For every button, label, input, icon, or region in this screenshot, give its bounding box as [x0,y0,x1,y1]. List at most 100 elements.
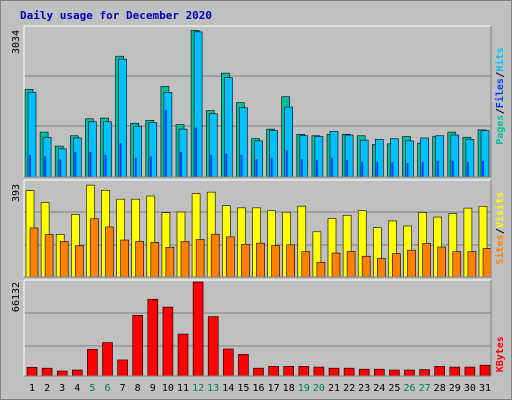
bar-files-31 [482,160,484,177]
bar-files-1 [29,154,31,177]
bar-sites-8 [135,241,144,278]
x-tick-label: 21 [328,383,340,394]
bar-kbytes-28 [434,366,446,377]
bar-kbytes-31 [479,364,491,377]
panel-bg-3 [24,280,491,376]
x-tick-label: 24 [373,383,385,394]
bar-kbytes-19 [298,366,310,377]
bar-sites-5 [90,218,99,278]
bar-files-26 [406,163,409,177]
x-tick-label: 2 [44,383,50,394]
bar-sites-4 [75,245,84,278]
bar-sites-3 [59,241,69,278]
bar-sites-14 [226,236,235,278]
legend-pages: Pages [495,115,506,145]
legend-visits: Visits [494,192,506,228]
bar-kbytes-30 [464,366,476,377]
bar-kbytes-4 [72,369,83,377]
bar-kbytes-26 [404,369,415,377]
bar-kbytes-21 [328,367,340,377]
bar-sites-22 [346,251,356,278]
bar-files-27 [421,162,424,177]
bar-files-14 [225,153,228,177]
bar-kbytes-10 [162,306,174,377]
x-tick-label: 11 [177,383,189,394]
legend-files: Files [494,78,506,108]
bar-kbytes-18 [283,366,295,377]
bar-kbytes-5 [87,348,98,377]
x-tick-label: 6 [104,383,110,394]
x-tick-label: 31 [479,383,491,394]
bar-files-29 [451,160,454,177]
bar-kbytes-17 [268,366,279,377]
x-tick-label: 23 [358,383,370,394]
bar-kbytes-22 [343,367,355,377]
y-tick-label: 3034 [11,30,22,54]
x-tick-label: 13 [207,383,219,394]
legend: Sites/Visits [494,192,506,265]
x-tick-label: 17 [268,383,280,394]
x-tick-label: 7 [120,383,126,394]
bar-sites-16 [256,242,265,278]
bar-sites-10 [165,246,175,278]
x-tick-label: 16 [252,383,264,394]
legend: KBytes [495,336,506,372]
bar-kbytes-16 [253,367,264,377]
bar-kbytes-25 [389,369,400,377]
bar-files-6 [104,154,107,177]
bar-sites-29 [452,251,462,278]
x-tick-label: 25 [388,383,400,394]
legend-hits: Hits [494,48,506,72]
bar-files-4 [74,151,77,177]
legend-sites: Sites [494,234,506,264]
bar-kbytes-29 [449,366,461,377]
bar-kbytes-1 [26,367,38,377]
x-tick-label: 14 [222,383,234,394]
bar-files-28 [436,160,439,177]
bar-sites-12 [195,239,205,278]
bar-kbytes-3 [56,370,68,377]
legend-separator: / [495,228,506,234]
bar-files-16 [255,159,258,177]
bar-files-15 [240,154,243,177]
x-tick-label: 19 [298,383,310,394]
bar-kbytes-14 [223,348,234,377]
bar-files-24 [376,162,379,177]
bar-sites-13 [210,233,220,278]
bar-files-30 [466,162,469,177]
bar-sites-1 [29,227,39,278]
bar-sites-2 [44,234,54,278]
bar-sites-17 [271,245,280,278]
x-tick-label: 22 [343,383,355,394]
bar-kbytes-8 [132,315,143,377]
bar-kbytes-24 [373,368,385,377]
bar-files-11 [180,151,182,177]
bar-files-10 [164,109,167,177]
bar-sites-15 [241,244,250,278]
bar-sites-26 [407,249,416,278]
legend-separator: / [495,72,506,78]
bar-sites-27 [422,243,431,278]
legend-separator: / [495,108,506,114]
x-tick-label: 26 [403,383,415,394]
bar-files-21 [331,157,333,177]
bar-files-20 [315,160,318,177]
legend-kbytes: KBytes [495,336,506,372]
x-tick-label: 5 [89,383,95,394]
bar-sites-28 [437,246,447,278]
bar-sites-18 [286,244,296,278]
bar-sites-25 [392,253,401,278]
bar-kbytes-13 [207,316,219,377]
bar-sites-30 [467,251,477,278]
bar-files-3 [59,159,62,177]
bar-sites-23 [361,255,371,278]
bar-files-7 [119,143,122,177]
legend: Pages/Files/Hits [494,48,506,145]
bar-kbytes-20 [313,366,325,377]
bar-sites-11 [180,241,190,278]
x-tick-label: 12 [192,383,204,394]
x-tick-label: 3 [59,383,65,394]
bar-kbytes-12 [192,281,204,377]
bar-files-13 [210,154,213,177]
